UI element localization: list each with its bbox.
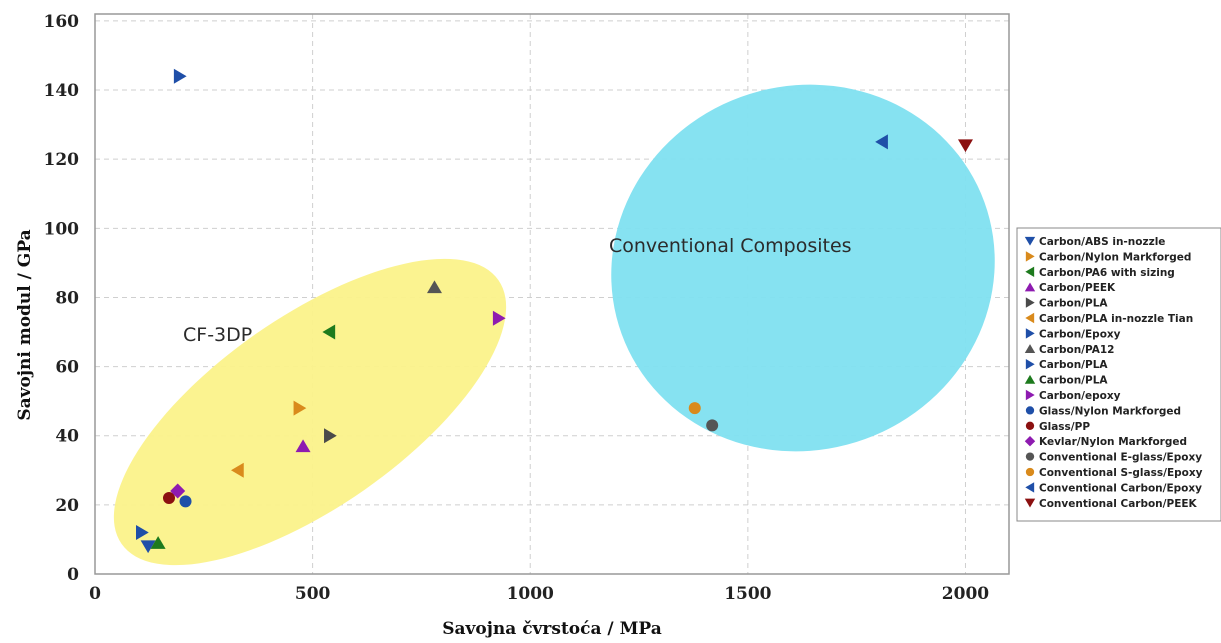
legend-label-1: Carbon/ABS in-nozzle xyxy=(1039,236,1165,248)
x-tick-label: 1500 xyxy=(724,584,771,604)
data-point-11 xyxy=(492,310,506,326)
data-point-13 xyxy=(162,491,175,504)
legend-marker-2 xyxy=(1025,251,1035,262)
legend-label-7: Carbon/Epoxy xyxy=(1039,328,1121,340)
legend-label-13: Glass/PP xyxy=(1039,421,1090,433)
data-point-8 xyxy=(426,280,442,294)
legend-label-2: Carbon/Nylon Markforged xyxy=(1039,251,1191,263)
axis-ticks: 0 500 1000 1500 2000 0 20 40 60 80 100 120 140 160 xyxy=(44,12,990,604)
legend-label-17: Conventional Carbon/Epoxy xyxy=(1039,482,1202,494)
data-point-7 xyxy=(173,68,187,84)
y-tick-label: 100 xyxy=(44,219,80,239)
legend-box xyxy=(1016,227,1221,522)
legend-marker-15 xyxy=(1025,452,1035,461)
data-point-1 xyxy=(140,540,156,554)
legend-label-6: Carbon/PLA in-nozzle Tian xyxy=(1039,313,1193,325)
data-point-15 xyxy=(706,419,719,432)
legend-marker-16 xyxy=(1025,467,1035,477)
legend-label-10: Carbon/PLA xyxy=(1039,375,1108,387)
legend-marker-8 xyxy=(1024,344,1036,353)
legend-label-14: Kevlar/Nylon Markforged xyxy=(1039,436,1187,448)
legend-label-4: Carbon/PEEK xyxy=(1039,282,1116,294)
y-tick-label: 20 xyxy=(55,496,79,516)
legend-marker-10 xyxy=(1024,374,1036,384)
y-tick-label: 60 xyxy=(55,358,79,378)
legend: Carbon/ABS in-nozzle Carbon/Nylon Markfor… xyxy=(1016,227,1221,522)
data-point-14 xyxy=(170,483,186,499)
y-tick-label: 160 xyxy=(44,12,80,32)
legend-marker-18 xyxy=(1024,498,1036,508)
data-point-2 xyxy=(293,400,307,416)
legend-label-5: Carbon/PLA xyxy=(1039,298,1108,310)
legend-label-8: Carbon/PA12 xyxy=(1039,344,1114,356)
data-points xyxy=(136,68,973,554)
data-point-4 xyxy=(295,439,311,453)
legend-marker-14 xyxy=(1024,436,1036,447)
legend-marker-6 xyxy=(1025,312,1035,324)
data-point-18 xyxy=(957,139,973,153)
legend-label-16: Conventional S-glass/Epoxy xyxy=(1039,467,1203,479)
y-tick-label: 80 xyxy=(55,288,79,308)
legend-label-9: Carbon/PLA xyxy=(1039,359,1108,371)
legend-label-11: Carbon/epoxy xyxy=(1039,390,1121,402)
legend-marker-12 xyxy=(1025,406,1035,415)
legend-label-12: Glass/Nylon Markforged xyxy=(1039,405,1181,417)
x-tick-label: 500 xyxy=(295,584,331,604)
legend-marker-3 xyxy=(1025,266,1035,277)
legend-marker-11 xyxy=(1025,389,1035,401)
y-tick-label: 140 xyxy=(44,81,80,101)
data-point-3 xyxy=(322,324,336,340)
x-tick-label: 1000 xyxy=(507,584,554,604)
data-point-10 xyxy=(150,536,166,549)
legend-label-18: Conventional Carbon/PEEK xyxy=(1039,498,1198,510)
legend-marker-4 xyxy=(1024,282,1036,292)
legend-marker-17 xyxy=(1025,482,1035,493)
x-tick-label: 0 xyxy=(89,584,101,604)
annotation-cf-3dp: CF-3DP xyxy=(183,324,252,346)
x-axis-label: Savojna čvrstoća / MPa xyxy=(442,619,661,639)
legend-marker-7 xyxy=(1025,328,1035,339)
x-tick-label: 2000 xyxy=(942,584,989,604)
data-point-6 xyxy=(231,462,244,478)
y-tick-label: 0 xyxy=(67,565,79,585)
legend-label-15: Conventional E-glass/Epoxy xyxy=(1039,452,1202,464)
data-point-5 xyxy=(324,428,337,444)
y-tick-label: 120 xyxy=(44,150,80,170)
data-point-17 xyxy=(875,134,888,150)
legend-label-3: Carbon/PA6 with sizing xyxy=(1039,267,1175,279)
data-point-12 xyxy=(179,495,192,508)
y-tick-label: 40 xyxy=(55,427,79,447)
conventional-composites-region xyxy=(611,84,995,452)
data-point-9 xyxy=(136,525,149,541)
data-point-16 xyxy=(688,402,701,415)
legend-marker-5 xyxy=(1025,297,1035,308)
legend-marker-9 xyxy=(1025,359,1035,370)
legend-marker-13 xyxy=(1025,421,1035,430)
legend-marker-1 xyxy=(1024,236,1036,246)
annotation-conventional-composites: Conventional Composites xyxy=(609,235,852,257)
y-axis-label: Savojni modul / GPa xyxy=(15,229,35,420)
plot-frame xyxy=(94,13,1010,575)
cf-3dp-region xyxy=(113,258,507,566)
